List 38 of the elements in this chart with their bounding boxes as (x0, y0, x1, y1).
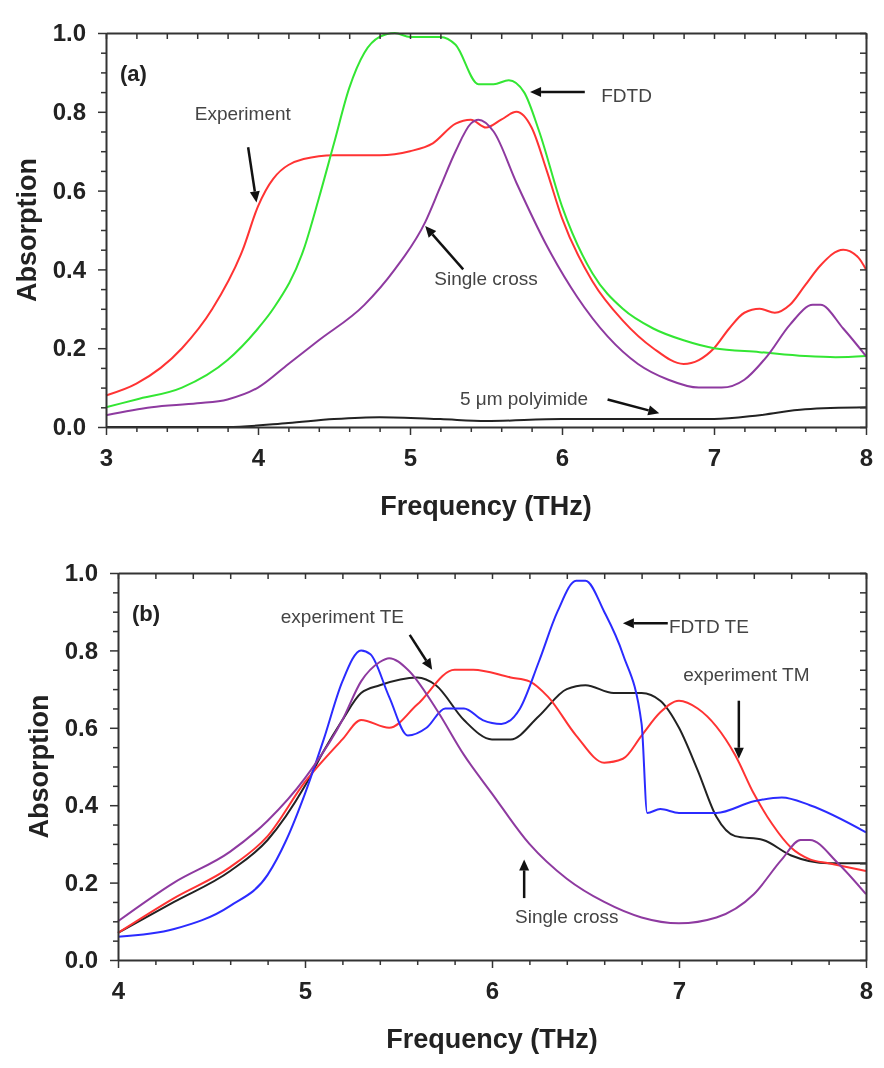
x-tick-label: 4 (251, 444, 266, 472)
x-axis-title: Frequency (THz) (386, 1024, 598, 1054)
y-tick-label: 0.6 (64, 713, 98, 741)
annotation: experiment TE (280, 606, 404, 628)
x-tick-label: 4 (111, 977, 126, 1005)
y-tick-label: 0.8 (52, 97, 86, 125)
annotation: Experiment (194, 102, 292, 124)
y-tick-label: 0.6 (52, 176, 86, 204)
annotation: Single cross (434, 268, 538, 290)
text: (a) (120, 61, 147, 86)
annotation: experiment TM (683, 664, 810, 686)
x-tick-label: 5 (403, 444, 418, 472)
x-tick-label: 8 (859, 444, 874, 472)
annotation: 5 μm polyimide (459, 388, 589, 410)
x-tick-label: 7 (672, 977, 687, 1005)
y-tick-label: 1.0 (64, 559, 98, 587)
y-tick-label: 0.0 (52, 413, 86, 441)
x-tick-label: 6 (555, 444, 570, 472)
text: (b) (132, 601, 161, 626)
y-tick-label: 1.0 (52, 19, 86, 47)
y-axis-title: Absorption (12, 158, 42, 302)
y-tick-label: 0.0 (64, 946, 98, 974)
line-series (117, 579, 867, 938)
y-tick-label: 0.8 (64, 636, 98, 664)
x-axis-title: Frequency (THz) (380, 491, 592, 521)
y-tick-label: 0.4 (52, 255, 87, 283)
x-tick-label: 5 (298, 977, 313, 1005)
annotation: FDTD TE (668, 615, 749, 637)
y-axis-title: Absorption (24, 694, 54, 839)
x-tick-label: 3 (99, 444, 114, 472)
annotation: Single cross (515, 906, 619, 928)
x-tick-label: 7 (707, 444, 722, 472)
x-tick-label: 8 (859, 977, 874, 1005)
y-tick-label: 0.2 (64, 868, 98, 896)
annotation: FDTD (601, 84, 652, 106)
y-tick-label: 0.4 (64, 791, 99, 819)
x-tick-label: 6 (485, 977, 500, 1005)
y-tick-label: 0.2 (52, 334, 86, 362)
